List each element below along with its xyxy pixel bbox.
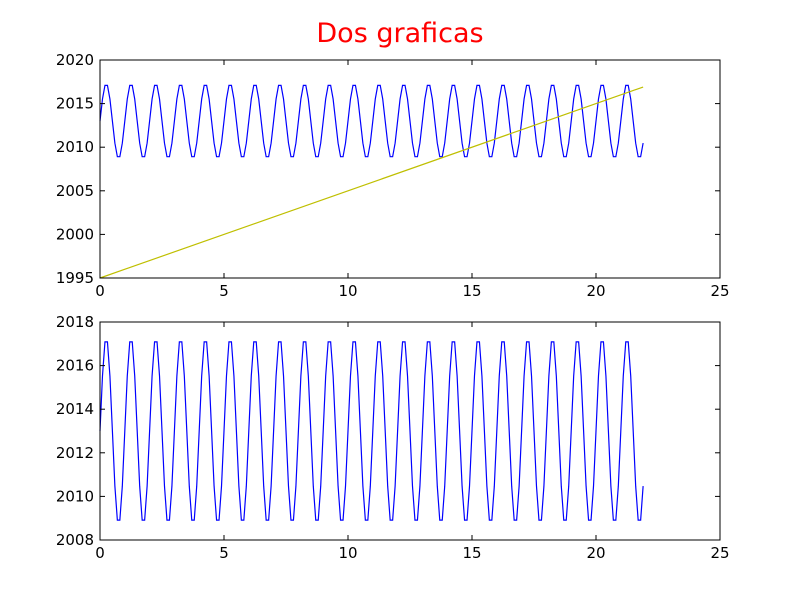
y-tick-label: 2010 [56, 487, 94, 505]
x-tick-label: 10 [338, 282, 357, 300]
series-line-0-0 [99, 84, 644, 158]
y-tick-label: 2012 [56, 444, 94, 462]
x-tick-label: 25 [710, 544, 729, 562]
y-tick-label: 2010 [56, 138, 94, 156]
y-tick-label: 2005 [56, 182, 94, 200]
x-tick-label: 15 [462, 544, 481, 562]
x-tick-label: 10 [338, 544, 357, 562]
x-tick-label: 5 [219, 282, 229, 300]
y-tick-label: 2018 [56, 313, 94, 331]
series-line-0-1 [99, 86, 644, 279]
chart-title: Dos graficas [316, 18, 484, 49]
y-tick-label: 2020 [56, 51, 94, 69]
axes-frame [99, 59, 721, 279]
y-tick-label: 1995 [56, 269, 94, 287]
y-tick-label: 2015 [56, 95, 94, 113]
x-tick-label: 15 [462, 282, 481, 300]
x-tick-label: 5 [219, 544, 229, 562]
x-tick-label: 25 [710, 282, 729, 300]
y-tick-label: 2008 [56, 531, 94, 549]
x-tick-label: 20 [586, 282, 605, 300]
series-line-1-0 [99, 341, 644, 521]
y-tick-label: 2014 [56, 400, 94, 418]
y-tick-label: 2000 [56, 225, 94, 243]
x-tick-label: 20 [586, 544, 605, 562]
x-tick-label: 0 [95, 544, 105, 562]
x-tick-label: 0 [95, 282, 105, 300]
y-tick-label: 2016 [56, 357, 94, 375]
axes-frame [99, 321, 721, 541]
